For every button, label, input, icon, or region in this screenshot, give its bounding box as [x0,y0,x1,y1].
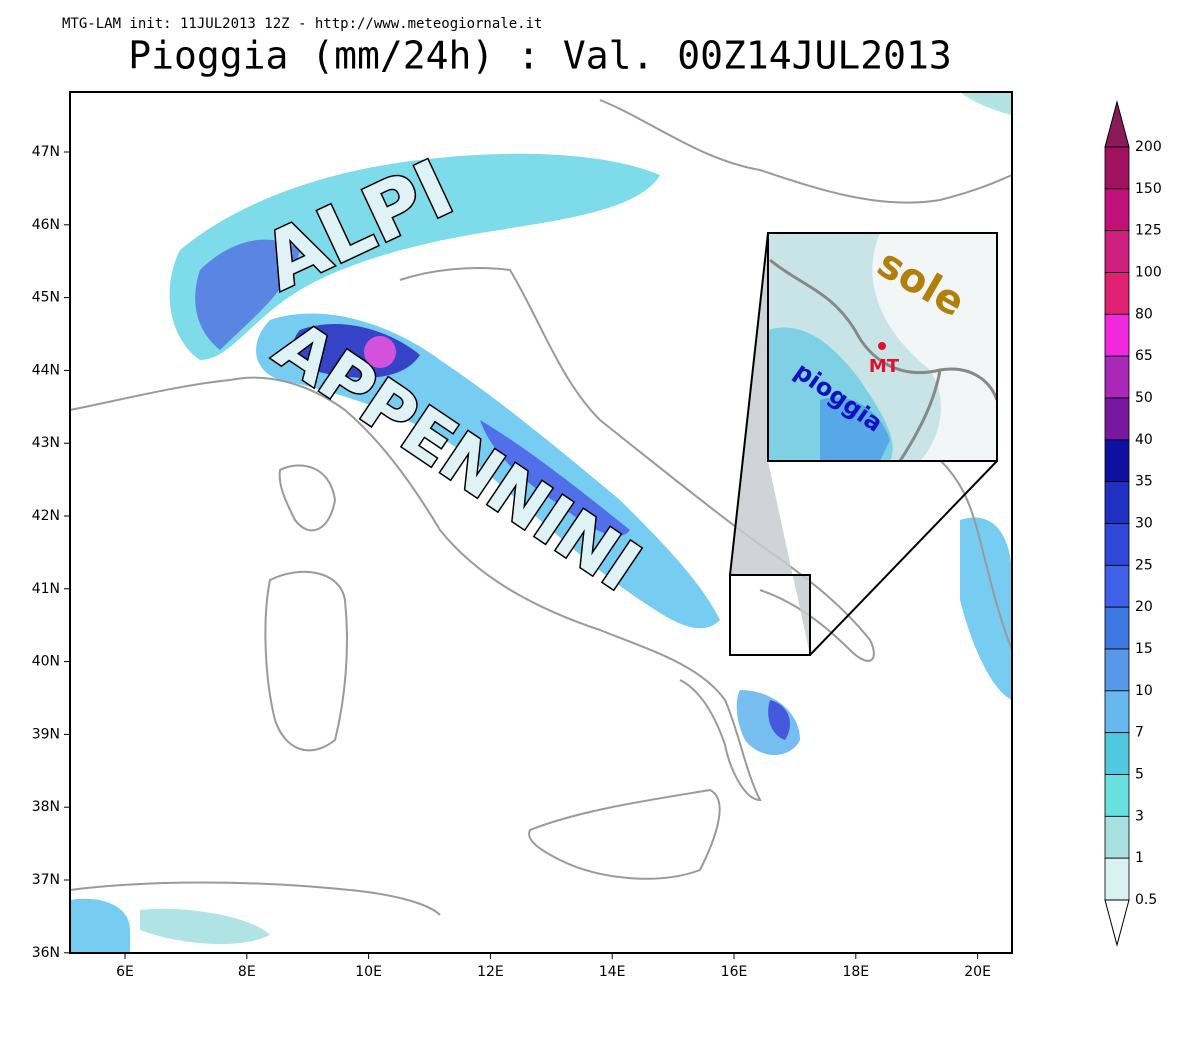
lon-label: 10E [355,964,382,980]
colorbar-box [1104,523,1130,566]
colorbar-box [1104,606,1130,650]
colorbar-label: 0.5 [1135,892,1157,908]
lon-label: 20E [964,964,991,980]
colorbar-box [1104,146,1130,190]
colorbar-label: 30 [1135,516,1153,532]
colorbar-box [1104,397,1130,441]
lon-label: 12E [477,964,504,980]
lon-label: 6E [116,964,134,980]
map-frame [69,91,1013,954]
colorbar-label: 100 [1135,265,1162,281]
colorbar: 200 150 125 100 80 65 50 40 35 30 25 20 15 10 7 5 3 1 0.5 [1104,100,1162,947]
colorbar-box [1104,732,1130,775]
zoom-wedge [730,233,810,655]
lat-label: 43N [32,435,60,451]
colorbar-box [1104,648,1130,692]
lat-label: 38N [32,799,60,815]
colorbar-label: 200 [1135,139,1162,155]
colorbar-box [1104,774,1130,817]
lat-label: 40N [32,654,60,670]
colorbar-box [1104,690,1130,734]
inset-map: sole MT pioggia [767,232,999,462]
coastlines [70,99,1012,916]
lat-label: 45N [32,290,60,306]
lat-label: 42N [32,508,60,524]
colorbar-box [1104,439,1130,483]
lon-label: 18E [842,964,869,980]
colorbar-label: 35 [1135,474,1153,490]
lat-label: 37N [32,872,60,888]
lon-label: 16E [721,964,748,980]
colorbar-label: 1 [1135,850,1144,866]
lon-label: 8E [238,964,256,980]
colorbar-box [1104,564,1130,608]
apennines-label: APPENNINI [261,307,653,607]
colorbar-label: 5 [1135,767,1144,783]
city-label: MT [869,356,900,377]
colorbar-label: 80 [1135,306,1153,322]
colorbar-box [1104,188,1130,232]
colorbar-label: 125 [1135,223,1162,239]
lat-label: 46N [32,217,60,233]
colorbar-box [1104,355,1130,399]
colorbar-label: 15 [1135,641,1153,657]
colorbar-box [1104,481,1130,524]
map-area: 47N 46N 45N 44N 43N 42N 41N 40N 39N 38N 37N 36N 6E 8… [32,91,1013,980]
lat-label: 39N [32,726,60,742]
zoom-source-box [729,574,811,656]
colorbar-label: 65 [1135,348,1153,364]
title: Pioggia (mm/24h) : Val. 00Z14JUL2013 [128,34,952,78]
colorbar-label: 150 [1135,181,1162,197]
colorbar-box [1104,815,1130,859]
rain-field [70,92,1012,953]
colorbar-box [1104,313,1130,357]
colorbar-label: 7 [1135,725,1144,741]
colorbar-box [1104,272,1130,315]
lat-label: 41N [32,581,60,597]
colorbar-label: 10 [1135,683,1153,699]
colorbar-box [1104,230,1130,273]
colorbar-cap [1104,899,1130,947]
lon-label: 14E [599,964,626,980]
lat-label: 47N [32,144,60,160]
lat-label: 44N [32,362,60,378]
colorbar-label: 50 [1135,390,1153,406]
colorbar-cap [1104,100,1130,148]
colorbar-label: 40 [1135,432,1153,448]
colorbar-box [1104,857,1130,901]
colorbar-label: 25 [1135,557,1153,573]
source-line: MTG-LAM init: 11JUL2013 12Z - http://www… [62,16,542,32]
colorbar-label: 3 [1135,808,1144,824]
alps-label: ALPI [250,144,466,309]
lat-label: 36N [32,945,60,961]
colorbar-label: 20 [1135,599,1153,615]
